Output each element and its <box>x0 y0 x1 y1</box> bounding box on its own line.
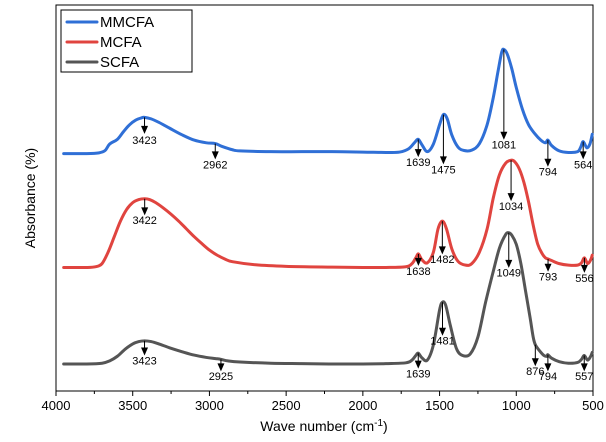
legend-label-scfa: SCFA <box>100 54 139 71</box>
annotation-arrow-head <box>438 327 446 336</box>
annotation-arrow-head <box>544 363 552 372</box>
x-axis-title-main: Wave number (cm <box>260 418 374 434</box>
annotation-arrow-head <box>439 156 447 165</box>
x-tick-label: 500 <box>582 398 604 413</box>
annotation-label: 3423 <box>132 355 156 367</box>
x-axis-title-tail: ) <box>383 418 388 434</box>
annotation-arrow-head <box>507 193 515 202</box>
annotation-label: 556 <box>575 273 593 285</box>
annotation-label: 793 <box>539 272 557 284</box>
annotation-arrow-head <box>580 264 588 273</box>
annotation-arrow-head <box>544 263 552 272</box>
annotation-arrow-head <box>500 131 508 140</box>
x-tick-label: 3000 <box>195 398 224 413</box>
annotation-arrow-head <box>438 246 446 255</box>
annotation-arrow-head <box>579 151 587 160</box>
x-tick-label: 2500 <box>272 398 301 413</box>
annotation-label: 1049 <box>497 268 521 280</box>
series-line-scfa <box>62 231 594 366</box>
annotation-label: 1639 <box>406 368 430 380</box>
annotation-label: 794 <box>539 371 557 383</box>
x-tick-label: 3500 <box>118 398 147 413</box>
y-axis-title: Absorbance (%) <box>22 148 38 248</box>
annotation-label: 794 <box>539 167 557 179</box>
annotation-label: 1475 <box>431 164 455 176</box>
series-layer <box>62 47 594 366</box>
annotation-arrow-head <box>141 207 149 216</box>
annotation-label: 3423 <box>132 135 156 147</box>
annotation-label: 1638 <box>406 266 430 278</box>
annotation-arrow-head <box>544 158 552 167</box>
annotation-arrow-head <box>217 363 225 372</box>
annotation-label: 557 <box>575 371 593 383</box>
annotation-label: 3422 <box>132 215 156 227</box>
x-tick-label: 2000 <box>348 398 377 413</box>
legend-label-mcfa: MCFA <box>100 34 142 51</box>
annotation-label: 1081 <box>492 140 516 152</box>
x-tick-label: 1000 <box>502 398 531 413</box>
annotation-label: 1034 <box>499 201 523 213</box>
legend: MMCFA MCFA SCFA <box>60 9 193 73</box>
annotation-label: 1639 <box>406 157 430 169</box>
annotation-arrow-head <box>141 125 149 134</box>
annotation-arrow-head <box>580 363 588 372</box>
annotation-label: 564 <box>574 159 592 171</box>
annotation-label: 2962 <box>203 159 227 171</box>
annotation-arrow-head <box>531 358 539 367</box>
x-tick-label: 4000 <box>42 398 71 413</box>
x-axis-title-superscript: -1 <box>374 418 383 429</box>
annotation-arrow-head <box>141 347 149 356</box>
series-line-mcfa <box>62 158 594 270</box>
annotation-label: 1482 <box>430 254 454 266</box>
legend-label-mmcfa: MMCFA <box>100 14 154 31</box>
annotation-label: 876 <box>526 366 544 378</box>
series-line-mmcfa <box>62 47 594 156</box>
annotation-arrow-head <box>211 151 219 160</box>
annotation-arrow-head <box>414 149 422 158</box>
x-axis-ticks: 4000 3500 3000 2500 2000 1500 1000 500 <box>42 391 604 413</box>
x-axis-title: Wave number (cm-1) <box>260 418 387 434</box>
annotation-arrow-head <box>505 259 513 268</box>
x-tick-label: 1500 <box>425 398 454 413</box>
annotation-arrow-head <box>414 257 422 266</box>
annotation-label: 1481 <box>430 336 454 348</box>
annotation-arrow-head <box>414 360 422 369</box>
annotation-label: 2925 <box>209 371 233 383</box>
